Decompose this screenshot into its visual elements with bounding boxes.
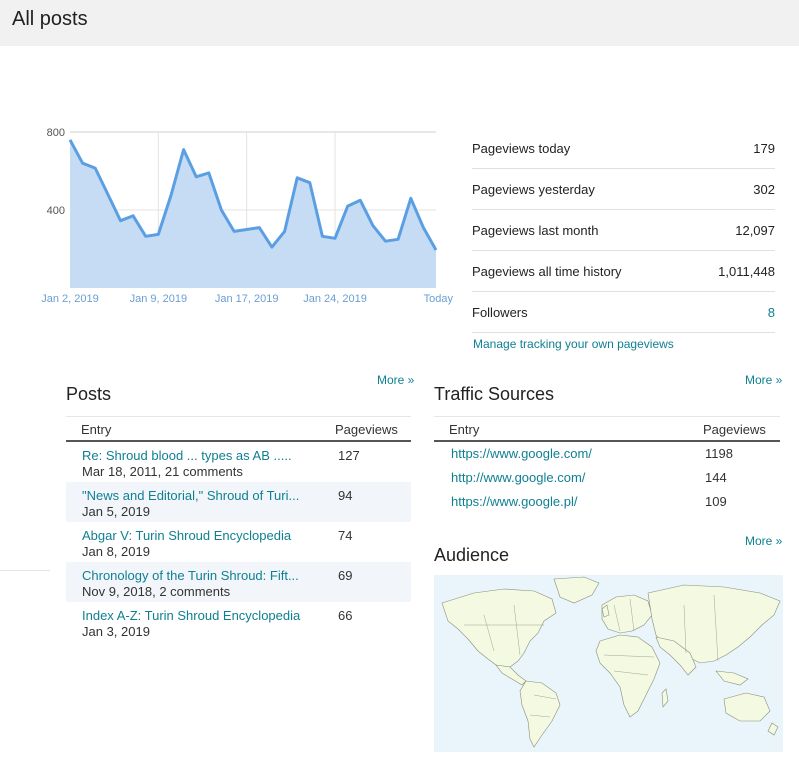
divider xyxy=(0,570,50,571)
post-title-link[interactable]: Abgar V: Turin Shroud Encyclopedia xyxy=(82,528,292,543)
table-row: http://www.google.com/ 144 xyxy=(434,466,780,490)
traffic-table-header: Entry Pageviews xyxy=(434,416,780,442)
source-link[interactable]: https://www.google.pl/ xyxy=(451,494,578,509)
series-area xyxy=(70,139,436,288)
y-tick-label: 400 xyxy=(47,205,65,217)
stat-value: 1,011,448 xyxy=(718,263,775,279)
post-title-link[interactable]: Index A-Z: Turin Shroud Encyclopedia xyxy=(82,608,301,623)
stat-row-today: Pageviews today 179 xyxy=(472,128,775,169)
stat-label: Pageviews yesterday xyxy=(472,181,595,197)
post-pageviews: 127 xyxy=(338,448,360,463)
post-title-link[interactable]: Chronology of the Turin Shroud: Fift... xyxy=(82,568,299,583)
source-pageviews: 1198 xyxy=(705,446,733,461)
col-pageviews: Pageviews xyxy=(335,422,398,437)
table-row: "News and Editorial," Shroud of Turi... … xyxy=(66,482,411,522)
posts-more-link[interactable]: More » xyxy=(377,373,415,387)
y-tick-label: 800 xyxy=(47,127,65,139)
post-pageviews: 69 xyxy=(338,568,353,583)
stat-row-followers: Followers 8 xyxy=(472,292,775,333)
stat-label: Followers xyxy=(472,304,528,320)
table-row: Index A-Z: Turin Shroud Encyclopedia Jan… xyxy=(66,602,411,642)
world-map[interactable] xyxy=(434,575,783,752)
post-pageviews: 94 xyxy=(338,488,353,503)
series-line xyxy=(68,139,438,251)
table-row: Chronology of the Turin Shroud: Fift... … xyxy=(66,562,411,602)
stat-row-yesterday: Pageviews yesterday 302 xyxy=(472,169,775,210)
posts-heading: Posts xyxy=(66,384,112,404)
post-pageviews: 74 xyxy=(338,528,353,543)
audience-more-link[interactable]: More » xyxy=(745,534,783,548)
world-map-graphic xyxy=(441,576,781,748)
source-link[interactable]: https://www.google.com/ xyxy=(451,446,592,461)
table-row: Abgar V: Turin Shroud Encyclopedia Jan 8… xyxy=(66,522,411,562)
x-tick-label: Jan 17, 2019 xyxy=(215,293,279,305)
x-tick-label: Today xyxy=(424,293,454,305)
stat-value: 302 xyxy=(753,181,775,197)
table-row: https://www.google.com/ 1198 xyxy=(434,442,780,466)
post-title-link[interactable]: Re: Shroud blood ... types as AB ..... xyxy=(82,448,292,463)
stat-label: Pageviews last month xyxy=(472,222,599,238)
stats-table: Pageviews today 179 Pageviews yesterday … xyxy=(472,128,775,333)
col-pageviews: Pageviews xyxy=(703,422,766,437)
post-meta: Jan 5, 2019 xyxy=(82,504,150,519)
audience-heading: Audience xyxy=(434,545,510,565)
stat-label: Pageviews all time history xyxy=(472,263,622,279)
stat-row-all-time: Pageviews all time history 1,011,448 xyxy=(472,251,775,292)
post-meta: Jan 3, 2019 xyxy=(82,624,150,639)
posts-table-header: Entry Pageviews xyxy=(66,416,411,442)
stat-value: 12,097 xyxy=(735,222,775,238)
stat-label: Pageviews today xyxy=(472,140,571,156)
col-entry: Entry xyxy=(81,422,112,437)
traffic-heading: Traffic Sources xyxy=(434,384,555,404)
stat-value: 179 xyxy=(753,140,775,156)
traffic-table: Entry Pageviews https://www.google.com/ … xyxy=(434,416,780,514)
followers-count-link[interactable]: 8 xyxy=(767,304,775,320)
post-pageviews: 66 xyxy=(338,608,353,623)
page-title: All posts xyxy=(12,8,88,30)
post-meta: Mar 18, 2011, 21 comments xyxy=(82,464,243,479)
post-meta: Nov 9, 2018, 2 comments xyxy=(82,584,231,599)
top-bar: All posts xyxy=(0,0,799,46)
x-tick-label: Jan 2, 2019 xyxy=(41,293,99,305)
source-pageviews: 144 xyxy=(705,470,727,485)
manage-tracking-link[interactable]: Manage tracking your own pageviews xyxy=(473,337,674,351)
source-link[interactable]: http://www.google.com/ xyxy=(451,470,586,485)
table-row: Re: Shroud blood ... types as AB ..... M… xyxy=(66,442,411,482)
source-pageviews: 109 xyxy=(705,494,727,509)
traffic-more-link[interactable]: More » xyxy=(745,373,783,387)
x-tick-label: Jan 9, 2019 xyxy=(130,293,188,305)
pageviews-chart: 800 400 Jan 2, 2019 Jan 9, 2019 Jan 17, 2019… xyxy=(41,127,454,305)
x-tick-label: Jan 24, 2019 xyxy=(303,293,367,305)
col-entry: Entry xyxy=(449,422,480,437)
post-title-link[interactable]: "News and Editorial," Shroud of Turi... xyxy=(82,488,300,503)
stat-row-last-month: Pageviews last month 12,097 xyxy=(472,210,775,251)
post-meta: Jan 8, 2019 xyxy=(82,544,150,559)
posts-table: Entry Pageviews Re: Shroud blood ... typ… xyxy=(66,416,411,642)
table-row: https://www.google.pl/ 109 xyxy=(434,490,780,514)
